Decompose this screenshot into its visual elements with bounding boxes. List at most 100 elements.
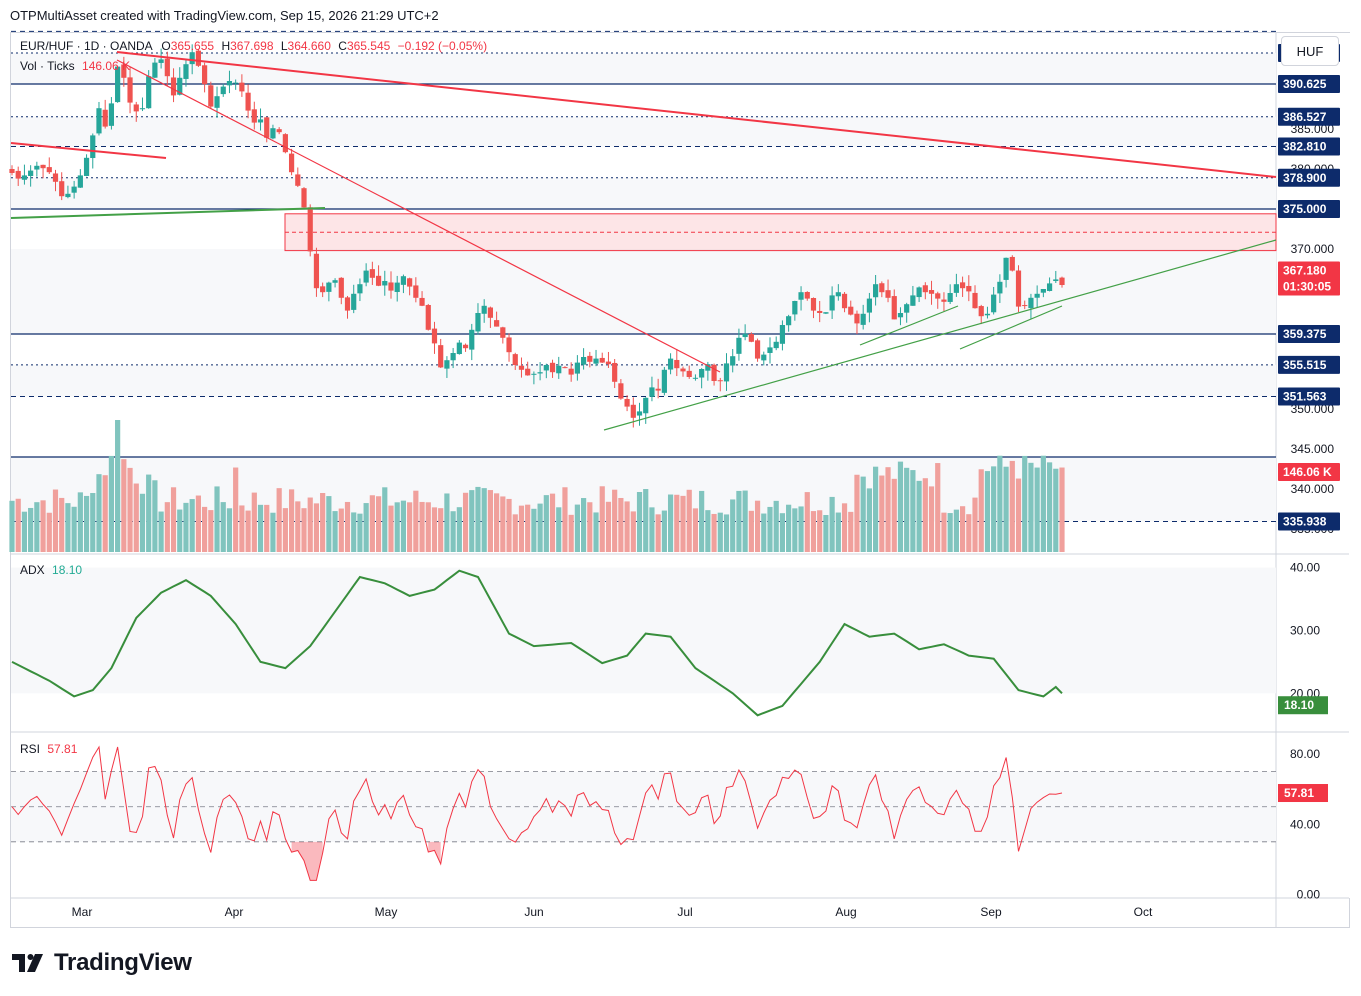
candle[interactable] xyxy=(1003,257,1009,288)
candle[interactable] xyxy=(680,366,686,377)
candle[interactable] xyxy=(444,356,450,378)
candle[interactable] xyxy=(202,62,208,93)
candle[interactable] xyxy=(643,397,649,424)
candle[interactable] xyxy=(1053,270,1059,283)
candle[interactable] xyxy=(226,70,233,94)
candle[interactable] xyxy=(413,277,419,303)
candle[interactable] xyxy=(115,66,121,103)
candle[interactable] xyxy=(959,276,966,297)
candle[interactable] xyxy=(21,164,28,185)
candle[interactable] xyxy=(823,312,829,315)
candle[interactable] xyxy=(288,148,295,176)
candle[interactable] xyxy=(1040,288,1046,298)
candle[interactable] xyxy=(649,376,655,402)
candle[interactable] xyxy=(158,48,164,69)
candle[interactable] xyxy=(388,271,394,299)
rsi-last-tag[interactable] xyxy=(1278,784,1328,803)
candle[interactable] xyxy=(580,348,587,370)
candle[interactable] xyxy=(382,270,388,296)
candle[interactable] xyxy=(282,133,288,154)
candle[interactable] xyxy=(326,281,332,302)
candle[interactable] xyxy=(363,263,369,287)
trendline-rising-support[interactable] xyxy=(603,239,1277,431)
candle[interactable] xyxy=(897,307,904,326)
candle[interactable] xyxy=(941,292,947,312)
candle[interactable] xyxy=(15,166,21,186)
candle[interactable] xyxy=(599,352,605,363)
candle[interactable] xyxy=(344,295,351,319)
candle[interactable] xyxy=(257,108,264,131)
price-level-tag[interactable] xyxy=(1278,107,1340,126)
candle[interactable] xyxy=(835,284,841,301)
candle[interactable] xyxy=(1034,285,1040,308)
current-price-tag[interactable] xyxy=(1278,261,1340,280)
candle[interactable] xyxy=(810,297,817,319)
candle[interactable] xyxy=(1059,276,1065,288)
trendline-aug-channel[interactable] xyxy=(859,305,959,346)
candle[interactable] xyxy=(456,340,462,355)
candle[interactable] xyxy=(910,285,916,306)
candle[interactable] xyxy=(699,368,705,389)
candle[interactable] xyxy=(400,274,407,294)
candle[interactable] xyxy=(108,97,115,130)
candle[interactable] xyxy=(214,86,220,118)
candle[interactable] xyxy=(183,59,189,87)
adx-line[interactable] xyxy=(11,569,1063,717)
trendline-descending-resistance[interactable] xyxy=(116,51,1277,178)
trendline-march-slope[interactable] xyxy=(10,142,167,159)
candle[interactable] xyxy=(972,285,978,309)
candle[interactable] xyxy=(462,343,469,352)
candle[interactable] xyxy=(860,304,866,330)
candle[interactable] xyxy=(612,358,618,389)
symbol-label[interactable]: EUR/HUF · 1D · OANDA xyxy=(20,39,153,53)
candle[interactable] xyxy=(65,185,71,199)
candle[interactable] xyxy=(170,68,177,103)
candle[interactable] xyxy=(518,357,525,378)
candle[interactable] xyxy=(320,282,326,298)
candle[interactable] xyxy=(394,275,400,302)
candle[interactable] xyxy=(866,292,872,323)
candle[interactable] xyxy=(487,306,494,328)
adx-last-tag[interactable] xyxy=(1278,696,1328,715)
candle[interactable] xyxy=(624,395,630,412)
rsi-label[interactable]: RSI xyxy=(20,742,41,756)
candle[interactable] xyxy=(1022,300,1028,310)
candle[interactable] xyxy=(953,273,959,297)
candle[interactable] xyxy=(997,274,1003,303)
candle[interactable] xyxy=(276,127,282,135)
candle[interactable] xyxy=(357,278,363,302)
candle[interactable] xyxy=(984,306,991,319)
candle[interactable] xyxy=(686,365,692,379)
volume-last-tag[interactable] xyxy=(1278,463,1340,481)
candle[interactable] xyxy=(469,323,475,361)
candle[interactable] xyxy=(96,101,102,136)
candle[interactable] xyxy=(239,74,245,97)
candle[interactable] xyxy=(431,321,438,354)
price-level-tag[interactable] xyxy=(1278,325,1340,343)
candle[interactable] xyxy=(854,310,860,335)
candle[interactable] xyxy=(407,277,413,296)
candle[interactable] xyxy=(556,356,562,379)
candle[interactable] xyxy=(313,247,320,297)
candle[interactable] xyxy=(978,304,984,325)
candle[interactable] xyxy=(295,167,301,188)
candle[interactable] xyxy=(935,291,941,309)
candle[interactable] xyxy=(879,281,885,298)
candle[interactable] xyxy=(817,301,823,323)
candle[interactable] xyxy=(754,338,761,362)
candle[interactable] xyxy=(506,333,512,362)
candle[interactable] xyxy=(419,291,425,307)
candle[interactable] xyxy=(500,326,506,344)
candle[interactable] xyxy=(195,48,201,68)
candle[interactable] xyxy=(692,374,699,381)
candle[interactable] xyxy=(549,359,556,378)
candle[interactable] xyxy=(1028,293,1034,319)
candle[interactable] xyxy=(1046,277,1053,292)
candle[interactable] xyxy=(736,328,742,361)
candle[interactable] xyxy=(543,363,549,379)
candle[interactable] xyxy=(568,362,574,382)
candle[interactable] xyxy=(438,338,444,368)
candle[interactable] xyxy=(928,280,935,305)
candle[interactable] xyxy=(798,286,804,311)
candle[interactable] xyxy=(947,284,953,305)
